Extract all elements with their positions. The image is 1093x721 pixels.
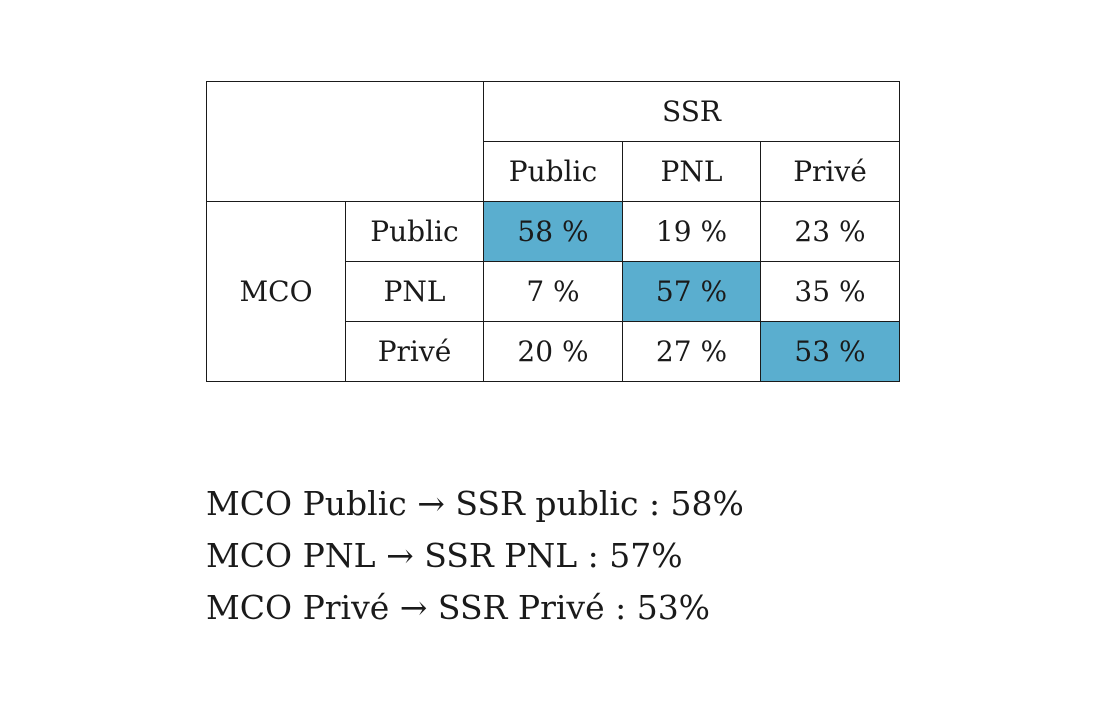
- row-header-public: Public: [345, 201, 484, 262]
- summary-line-pnl: MCO PNL → SSR PNL : 57%: [206, 536, 683, 575]
- column-group-header: SSR: [483, 81, 900, 142]
- column-header-public: Public: [483, 141, 623, 202]
- cell-pnl-pnl: 57 %: [622, 261, 761, 322]
- cell-public-prive: 23 %: [760, 201, 900, 262]
- summary-list: MCO Public → SSR public : 58% MCO PNL → …: [206, 478, 744, 634]
- transfer-matrix: SSR Public PNL Privé MCO Public 58 % 19 …: [206, 81, 900, 382]
- header-row-columns: Public PNL Privé: [207, 141, 900, 202]
- cell-public-pnl: 19 %: [622, 201, 761, 262]
- table-row: Privé 20 % 27 % 53 %: [207, 321, 900, 382]
- cell-pnl-public: 7 %: [483, 261, 623, 322]
- summary-line-prive: MCO Privé → SSR Privé : 53%: [206, 588, 711, 627]
- summary-line-public: MCO Public → SSR public : 58%: [206, 484, 744, 523]
- column-header-prive: Privé: [760, 141, 900, 202]
- corner-cell: [206, 81, 484, 202]
- cell-pnl-prive: 35 %: [760, 261, 900, 322]
- cell-public-public: 58 %: [483, 201, 623, 262]
- row-group-header: MCO: [206, 201, 346, 382]
- row-header-prive: Privé: [345, 321, 484, 382]
- row-header-pnl: PNL: [345, 261, 484, 322]
- cell-prive-public: 20 %: [483, 321, 623, 382]
- cell-prive-prive: 53 %: [760, 321, 900, 382]
- header-row-group: SSR: [206, 81, 900, 202]
- cell-prive-pnl: 27 %: [622, 321, 761, 382]
- table-row: MCO Public 58 % 19 % 23 %: [206, 201, 900, 382]
- column-header-pnl: PNL: [622, 141, 761, 202]
